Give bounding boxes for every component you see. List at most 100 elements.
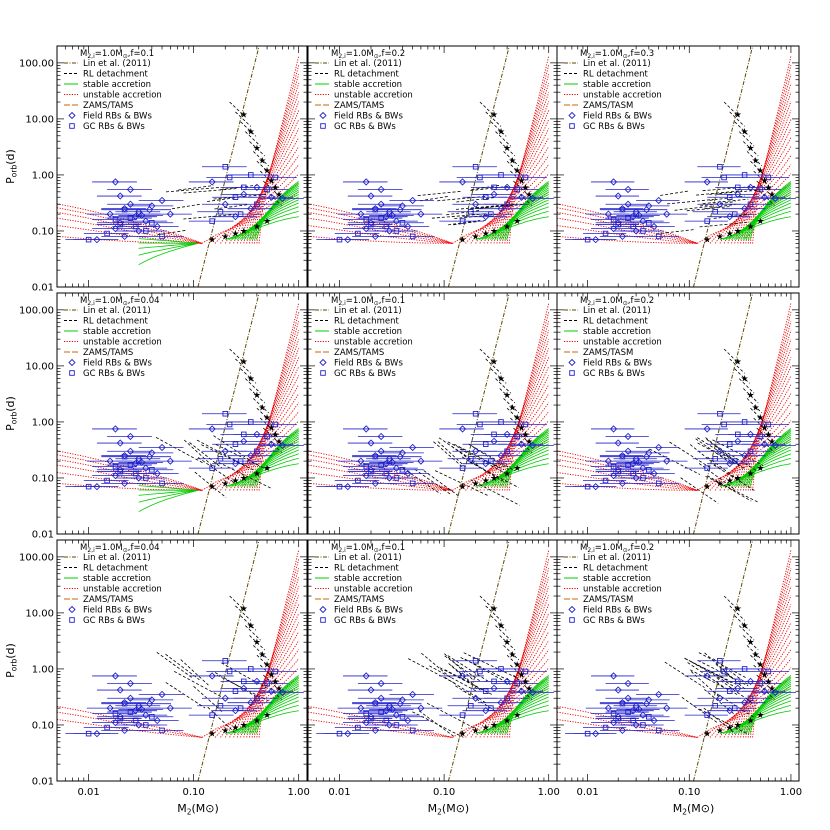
stable-track xyxy=(742,187,792,240)
field-point xyxy=(247,699,255,707)
star-marker: ★ xyxy=(503,391,511,401)
panel-title: M2,i=1.0M⊙,f=0.04 xyxy=(80,296,160,307)
gc-point xyxy=(610,463,617,470)
star-marker: ★ xyxy=(746,717,754,727)
field-point xyxy=(740,452,749,460)
rl-detachment-track xyxy=(455,685,497,712)
rl-detachment-track xyxy=(756,674,772,690)
stable-track xyxy=(138,238,199,244)
unstable-track xyxy=(57,454,203,491)
field-point xyxy=(404,469,412,478)
field-point xyxy=(278,194,287,203)
field-point xyxy=(614,439,622,447)
rl-detachment-track xyxy=(245,131,261,147)
stable-track xyxy=(500,679,549,734)
rl-detachment-track xyxy=(699,708,749,735)
field-point xyxy=(357,704,365,712)
gc-point xyxy=(409,233,416,240)
star-marker: ★ xyxy=(490,357,498,367)
rl-detachment-track xyxy=(253,151,269,167)
stable-track xyxy=(502,678,549,734)
rl-detachment-track xyxy=(691,661,736,688)
field-point xyxy=(377,432,385,441)
gc-point xyxy=(135,705,142,711)
x-tick-label: 0.01 xyxy=(576,787,598,798)
field-point xyxy=(396,453,404,461)
field-point xyxy=(371,232,379,241)
unstable-track xyxy=(233,384,300,491)
legend-gc-label: GC RBs & BWs xyxy=(583,369,645,379)
rl-detachment-track xyxy=(402,467,441,495)
legend-rl-label: RL detachment xyxy=(83,317,148,327)
unstable-track xyxy=(501,83,550,244)
field-point xyxy=(120,479,129,488)
gc-point xyxy=(488,458,494,464)
rl-detachment-track xyxy=(753,170,769,186)
star-marker: ★ xyxy=(490,604,498,614)
stable-track xyxy=(138,243,199,266)
field-point xyxy=(618,232,627,241)
plot-area: ★★★★★★★★★ ★ ★ ★★★ xyxy=(308,293,554,534)
gc-point xyxy=(104,230,110,237)
gc-point xyxy=(640,475,646,481)
rl-detachment-track xyxy=(455,204,505,210)
panel-frame xyxy=(556,45,800,288)
panel-title: M2,i=1.0M⊙,f=0.3 xyxy=(580,49,654,60)
rl-detachment-track xyxy=(470,444,516,472)
rl-detachment-track xyxy=(214,204,249,210)
rl-detachment-track xyxy=(259,417,276,433)
field-point xyxy=(106,210,114,218)
gc-point xyxy=(222,657,229,664)
field-point xyxy=(528,688,537,697)
panel-frame xyxy=(56,539,308,782)
unstable-track xyxy=(508,303,550,491)
legend-field-label: Field RBs & BWs xyxy=(583,606,652,616)
field-point xyxy=(142,711,150,719)
rl-detachment-track xyxy=(686,206,732,212)
gc-point xyxy=(514,433,520,440)
gc-point xyxy=(741,666,748,672)
field-point xyxy=(726,707,734,715)
y-tick-label: 100.00 xyxy=(19,552,54,563)
gc-point xyxy=(363,216,369,223)
gc-point xyxy=(159,727,165,734)
field-point xyxy=(278,441,287,450)
unstable-track xyxy=(742,92,792,244)
field-point xyxy=(642,700,651,708)
legend-unstable-label: unstable accretion xyxy=(334,91,413,101)
field-point xyxy=(145,700,154,708)
panel-1-0: ★★★★★★★★★ ★ ★ ★★★100.0010.001.000.100.01Por… xyxy=(4,292,308,541)
legend-lin-label: Lin et al. (2011) xyxy=(83,553,151,563)
gc-point xyxy=(646,220,652,226)
stable-track xyxy=(498,681,549,734)
field-point xyxy=(111,178,120,186)
legend-unstable-label: unstable accretion xyxy=(83,585,162,595)
star-marker: ★ xyxy=(521,677,529,687)
rl-detachment-track xyxy=(485,358,502,374)
legend-field-label: Field RBs & BWs xyxy=(583,359,652,369)
rl-detachment-track xyxy=(664,661,705,688)
stable-track xyxy=(250,432,299,487)
star-marker: ★ xyxy=(458,730,466,740)
star-marker: ★ xyxy=(208,236,216,246)
unstable-track xyxy=(557,211,698,244)
star-marker: ★ xyxy=(734,357,742,367)
unstable-track xyxy=(742,586,792,738)
star-marker: ★ xyxy=(746,144,754,154)
gc-point xyxy=(488,705,494,711)
star-marker: ★ xyxy=(240,474,248,484)
unstable-track xyxy=(504,568,550,738)
star-marker: ★ xyxy=(756,464,764,474)
rl-detachment-track xyxy=(499,141,516,157)
unstable-track xyxy=(251,83,300,244)
star-marker: ★ xyxy=(716,479,724,489)
stable-track xyxy=(252,678,299,734)
field-point xyxy=(703,672,711,680)
rl-detachment-track xyxy=(433,441,464,468)
legend-stable-label: stable accretion xyxy=(583,574,651,584)
gc-point xyxy=(272,421,279,428)
rl-detachment-track xyxy=(743,388,759,404)
rl-detachment-track xyxy=(207,196,241,202)
rl-detachment-track xyxy=(709,189,761,195)
